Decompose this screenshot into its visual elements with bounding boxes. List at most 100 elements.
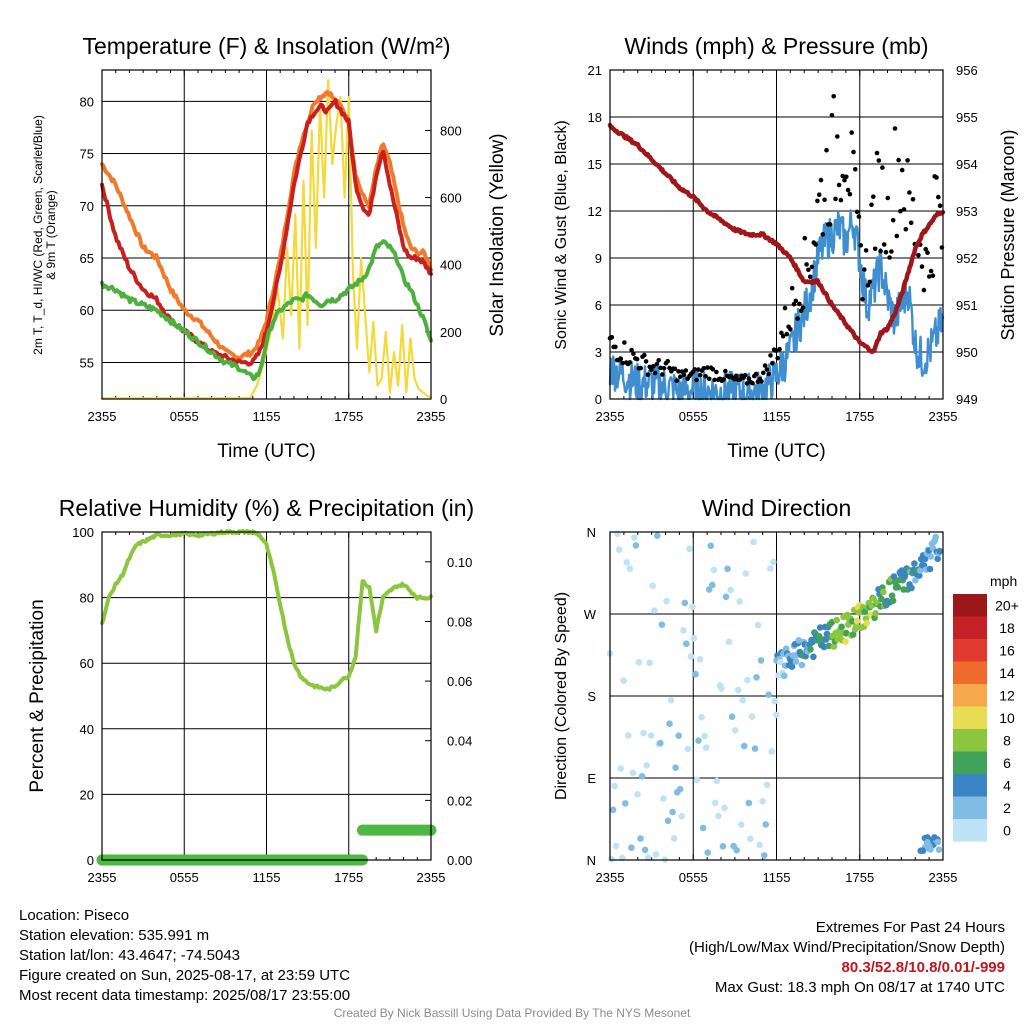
direction-point	[635, 659, 643, 666]
direction-point	[782, 645, 790, 652]
x-tick-label: 0555	[679, 870, 708, 885]
y2-tick-label: 0.04	[447, 734, 472, 749]
direction-point	[638, 773, 646, 780]
gust-point	[885, 195, 891, 201]
gust-point	[862, 267, 867, 272]
x-tick-label: 2355	[929, 870, 958, 885]
gust-point	[613, 344, 618, 350]
direction-point	[733, 846, 740, 854]
y-tick-label: 65	[80, 251, 94, 266]
plot-frame	[609, 531, 944, 861]
y2-tick-label: 950	[956, 345, 978, 360]
direction-point	[719, 843, 727, 850]
direction-point	[689, 603, 696, 611]
direction-point	[787, 658, 795, 665]
direction-point	[683, 640, 690, 647]
y-tick-label: 0	[87, 853, 94, 868]
direction-point	[622, 800, 629, 807]
y2-axis-label: Station Pressure (Maroon)	[998, 129, 1018, 340]
y2-tick-label: 955	[956, 110, 978, 125]
y2-tick-label: 200	[440, 325, 462, 340]
gust-point	[779, 330, 784, 336]
colorbar-label: 6	[1003, 755, 1011, 771]
gust-point	[921, 287, 927, 293]
gust-point	[936, 194, 941, 200]
gust-point	[934, 175, 939, 180]
gust-point	[782, 305, 788, 311]
gust-point	[871, 194, 876, 199]
direction-point	[926, 565, 934, 573]
colorbar-label: 2	[1003, 800, 1011, 816]
direction-point	[889, 597, 897, 604]
y2-tick-label: 952	[956, 251, 978, 266]
gust-point	[806, 267, 811, 273]
direction-point	[709, 581, 716, 589]
max-gust: Max Gust: 18.3 mph On 08/17 at 1740 UTC	[714, 979, 1005, 996]
direction-point	[687, 653, 695, 660]
direction-point	[667, 697, 675, 704]
gust-point	[631, 351, 636, 357]
direction-point	[632, 542, 640, 549]
direction-point	[927, 553, 935, 560]
y-tick-label: 3	[595, 345, 602, 360]
gust-point	[869, 202, 874, 208]
direction-point	[748, 713, 756, 720]
direction-point	[849, 631, 857, 638]
gust-point	[851, 149, 856, 155]
colorbar-label: 8	[1003, 732, 1011, 748]
gust-point	[916, 252, 921, 258]
direction-point	[911, 560, 918, 567]
credit-line: Created By Nick Bassill Using Data Provi…	[333, 1006, 691, 1020]
gust-point	[874, 150, 880, 156]
gust-point	[896, 157, 901, 163]
gust-point	[714, 369, 719, 375]
x-tick-label: 1755	[845, 409, 874, 424]
y2-tick-label: 0.02	[447, 793, 472, 808]
gust-point	[795, 316, 800, 321]
gust-point	[706, 376, 712, 382]
direction-point	[756, 841, 763, 849]
gust-point	[880, 165, 885, 170]
direction-point	[701, 732, 708, 740]
colorbar-label: 16	[999, 642, 1015, 658]
gust-point	[746, 376, 752, 381]
colorbar-swatch	[953, 684, 987, 707]
gust-point	[876, 158, 882, 163]
gust-point	[723, 368, 728, 374]
direction-point	[696, 656, 704, 663]
gust-point	[844, 174, 849, 180]
chart-title: Winds (mph) & Pressure (mb)	[624, 33, 928, 59]
direction-point	[816, 624, 824, 631]
direction-point	[750, 538, 757, 546]
y-tick-label: N	[587, 525, 596, 540]
gust-point	[672, 366, 678, 372]
gust-point	[847, 191, 853, 197]
wind-line	[608, 209, 945, 401]
direction-point	[664, 817, 672, 825]
gust-point	[818, 177, 824, 183]
chart-panel-1: 2355 0555 1155 1755 2355 Temperature (F) & In…	[31, 33, 508, 462]
direction-point	[825, 642, 833, 650]
x-tick-label: 0555	[170, 870, 199, 885]
gust-point	[872, 246, 878, 252]
colorbar-swatch	[953, 796, 987, 819]
y-axis-label-line: & 9m T (Orange)	[44, 190, 58, 280]
gust-point	[618, 356, 624, 362]
colorbar-swatch	[953, 616, 987, 639]
recent-timestamp: Most recent data timestamp: 2025/08/17 2…	[19, 987, 351, 1004]
y2-tick-label: 0.08	[447, 614, 472, 629]
direction-point	[704, 849, 711, 856]
gust-point	[638, 365, 643, 371]
colorbar-swatch	[953, 661, 987, 684]
x-tick-label: 1155	[763, 870, 791, 885]
direction-point	[870, 595, 877, 602]
gust-point	[750, 380, 755, 386]
series-line	[100, 98, 433, 367]
gust-point	[901, 207, 907, 212]
direction-point	[888, 592, 896, 599]
pressure-line	[607, 122, 946, 355]
extremes-info: Extremes For Past 24 Hours (High/Low/Max…	[689, 918, 1005, 998]
y-tick-label: 6	[595, 298, 602, 313]
direction-point	[912, 577, 919, 584]
direction-point	[715, 812, 722, 820]
